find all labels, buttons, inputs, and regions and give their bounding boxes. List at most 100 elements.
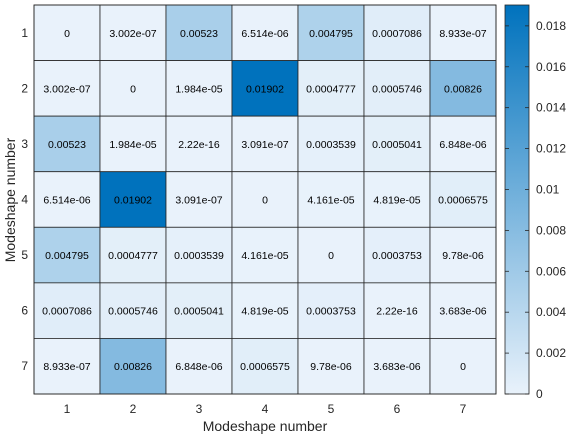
- heatmap-cell-label: 3.002e-07: [43, 83, 90, 95]
- heatmap-cell: [165, 226, 233, 284]
- heatmap-cell-label: 0.0003753: [372, 250, 422, 262]
- colorbar-tick-label: 0.014: [536, 101, 566, 115]
- plot-frame: [33, 4, 497, 395]
- heatmap-cell: [297, 115, 365, 173]
- colorbar-tick-label: 0.008: [536, 223, 566, 237]
- heatmap-cell-label: 6.514e-06: [43, 195, 90, 207]
- heatmap-cell: [33, 4, 101, 61]
- heatmap-cell-label: 0.00523: [48, 139, 86, 151]
- heatmap-cell: [165, 60, 233, 117]
- heatmap-cell: [165, 115, 233, 173]
- heatmap-cell-label: 4.161e-05: [241, 250, 288, 262]
- heatmap-cell-label: 0.01902: [246, 83, 284, 95]
- heatmap-cell-label: 0: [64, 28, 70, 40]
- heatmap-cell: [33, 338, 101, 395]
- y-tick-label: 3: [21, 137, 28, 151]
- heatmap-cell-label: 0: [130, 83, 136, 95]
- heatmap-cell-label: 3.091e-07: [175, 195, 222, 207]
- heatmap-cell-label: 0.0003753: [306, 306, 356, 318]
- heatmap-cell-label: 1.984e-05: [175, 83, 222, 95]
- heatmap-cell: [165, 282, 233, 339]
- y-tick-label: 4: [21, 193, 28, 207]
- heatmap-cell: [99, 171, 167, 228]
- heatmap-cell: [165, 338, 233, 395]
- heatmap-cell: [231, 282, 299, 339]
- x-tick-label: 2: [130, 402, 137, 416]
- x-tick-label: 1: [64, 402, 71, 416]
- heatmap-cell: [297, 4, 365, 61]
- heatmap-cell: [429, 338, 497, 395]
- heatmap-cell: [297, 60, 365, 117]
- colorbar-tick-label: 0: [536, 387, 543, 401]
- heatmap-cell: [33, 226, 101, 284]
- heatmap-cell: [363, 4, 431, 61]
- y-axis-label: Modeshape number: [2, 137, 18, 262]
- y-tick-label: 1: [21, 26, 28, 40]
- heatmap-cell: [99, 4, 167, 61]
- heatmap-cell-label: 0.0007086: [42, 306, 92, 318]
- heatmap-cell: [99, 115, 167, 173]
- heatmap-cell-label: 0: [328, 250, 334, 262]
- heatmap-cell-label: 0.0004777: [108, 250, 158, 262]
- heatmap-cell: [363, 60, 431, 117]
- heatmap-cell-label: 4.161e-05: [307, 195, 354, 207]
- heatmap-cell-label: 3.091e-07: [241, 139, 288, 151]
- heatmap-cell-label: 0.0003539: [306, 139, 356, 151]
- heatmap-cell-label: 0.0005041: [372, 139, 422, 151]
- y-tick-label: 7: [21, 359, 28, 373]
- heatmap-cell: [231, 4, 299, 61]
- heatmap-cell-label: 1.984e-05: [109, 139, 156, 151]
- y-tick-label: 6: [21, 304, 28, 318]
- x-tick-label: 4: [262, 402, 269, 416]
- heatmap-cell-label: 0.0003539: [174, 250, 224, 262]
- y-axis-tick-labels: 1 2 3 4 5 6 7: [21, 26, 28, 373]
- heatmap-cell-label: 0.0005746: [372, 83, 422, 95]
- heatmap-cell-label: 0: [262, 195, 268, 207]
- heatmap-cell-label: 3.683e-06: [439, 306, 486, 318]
- heatmap-cell-label: 0.00826: [114, 361, 152, 373]
- heatmap-cell: [297, 282, 365, 339]
- heatmap-cell-label: 0.0006575: [240, 361, 290, 373]
- heatmap-cells: [33, 4, 497, 395]
- heatmap-cell-label: 0: [460, 361, 466, 373]
- heatmap-cell-label: 6.514e-06: [241, 28, 288, 40]
- heatmap-cell-label: 0.004795: [45, 250, 89, 262]
- heatmap-cell: [429, 171, 497, 228]
- heatmap-cell-label: 0.0005041: [174, 306, 224, 318]
- colorbar-tick-label: 0.016: [536, 60, 566, 74]
- heatmap-cell: [363, 171, 431, 228]
- heatmap-cell-label: 0.0004777: [306, 83, 356, 95]
- x-tick-label: 5: [328, 402, 335, 416]
- heatmap-cell-label: 6.848e-06: [439, 139, 486, 151]
- x-tick-label: 7: [460, 402, 467, 416]
- y-tick-label: 2: [21, 81, 28, 95]
- heatmap-cell-label: 0.004795: [309, 28, 353, 40]
- heatmap-cell: [363, 338, 431, 395]
- heatmap-cell-label: 0.01902: [114, 195, 152, 207]
- heatmap-cell: [33, 282, 101, 339]
- heatmap-cell-label: 0.0007086: [372, 28, 422, 40]
- heatmap-cell-label: 9.78e-06: [442, 250, 484, 262]
- heatmap-cell-label: 6.848e-06: [175, 361, 222, 373]
- heatmap-cell-label: 4.819e-05: [373, 195, 420, 207]
- heatmap-cell-label: 0.0006575: [438, 195, 488, 207]
- heatmap-cell: [231, 338, 299, 395]
- heatmap-cell-label: 0.00826: [444, 83, 482, 95]
- heatmap-cell-label: 8.933e-07: [43, 361, 90, 373]
- heatmap-cell: [429, 60, 497, 117]
- heatmap-cell-label: 3.002e-07: [109, 28, 156, 40]
- colorbar-tick-label: 0.006: [536, 264, 566, 278]
- heatmap-cell: [429, 282, 497, 339]
- heatmap-cell: [297, 338, 365, 395]
- colorbar-tick-label: 0.01: [536, 182, 560, 196]
- x-axis-tick-labels: 1 2 3 4 5 6 7: [64, 402, 467, 416]
- heatmap-cell-label: 4.819e-05: [241, 306, 288, 318]
- x-tick-label: 3: [196, 402, 203, 416]
- x-tick-label: 6: [394, 402, 401, 416]
- heatmap-cell-label: 2.22e-16: [376, 306, 418, 318]
- colorbar-tick-label: 0.018: [536, 19, 566, 33]
- heatmap-cell-labels: 0 3.002e-07 0.00523 6.514e-06 0.004795 0.0007…: [42, 28, 488, 373]
- colorbar: [504, 4, 530, 395]
- heatmap-cell-label: 2.22e-16: [178, 139, 220, 151]
